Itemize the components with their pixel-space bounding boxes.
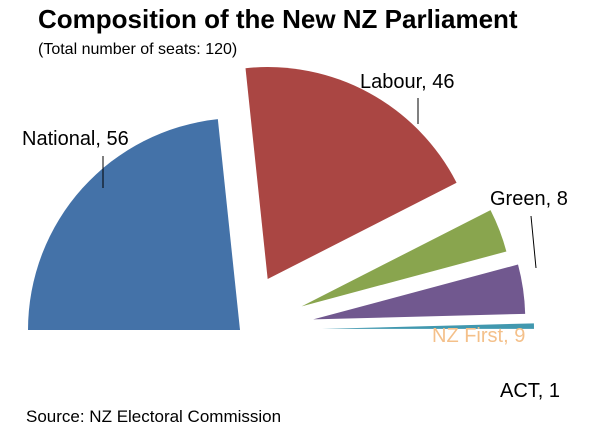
leader-line-green xyxy=(530,215,537,269)
chart-source: Source: NZ Electoral Commission xyxy=(26,407,282,426)
chart-title: Composition of the New NZ Parliament xyxy=(38,4,518,34)
slice-label-labour: Labour, 46 xyxy=(360,71,455,93)
pie-slice-act xyxy=(321,323,534,329)
slice-label-national: National, 56 xyxy=(22,128,129,150)
chart-subtitle: (Total number of seats: 120) xyxy=(38,41,238,58)
pie-slice-labour xyxy=(245,67,457,280)
pie-slice-nz-first xyxy=(313,264,526,320)
slice-label-act: ACT, 1 xyxy=(500,380,560,402)
slice-label-green: Green, 8 xyxy=(490,188,568,210)
pie-slice-national xyxy=(28,119,240,330)
pie-slice-green xyxy=(301,210,507,307)
slice-label-nz-first: NZ First, 9 xyxy=(432,325,525,347)
